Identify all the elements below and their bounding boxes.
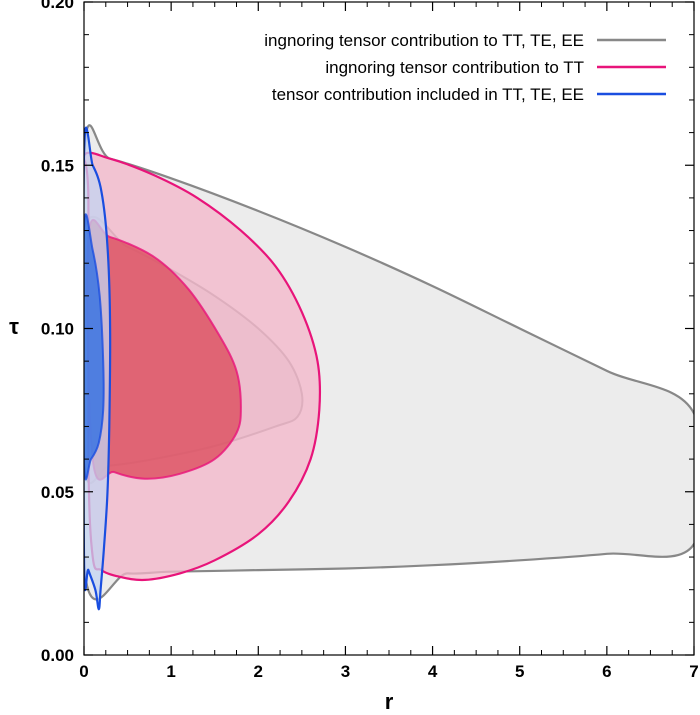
y-axis-label: τ <box>9 314 19 339</box>
x-tick-label-3: 3 <box>341 662 350 681</box>
y-tick-label-0.05: 0.05 <box>41 483 74 502</box>
y-tick-label-0.20: 0.20 <box>41 0 74 12</box>
x-tick-label-1: 1 <box>166 662 175 681</box>
contour-68-series-3 <box>84 213 105 481</box>
y-tick-label-0.15: 0.15 <box>41 156 74 175</box>
legend-label-3: tensor contribution included in TT, TE, … <box>272 85 584 104</box>
y-tick-label-0.10: 0.10 <box>41 320 74 339</box>
y-tick-label-0.00: 0.00 <box>41 646 74 665</box>
x-tick-label-0: 0 <box>79 662 88 681</box>
axis-ticks <box>83 1 695 656</box>
x-tick-label-6: 6 <box>602 662 611 681</box>
x-tick-label-7: 7 <box>689 662 698 681</box>
x-tick-label-5: 5 <box>515 662 524 681</box>
x-axis-label: r <box>385 689 394 714</box>
legend: ingnoring tensor contribution to TT, TE,… <box>264 31 666 104</box>
series-3-tensor-contribution-included-in-tt-te-ee <box>84 126 112 611</box>
x-tick-label-4: 4 <box>428 662 438 681</box>
contours-layer <box>84 124 694 611</box>
legend-label-2: ingnoring tensor contribution to TT <box>325 58 584 77</box>
series-2-ingnoring-tensor-contribution-to-tt <box>84 151 322 582</box>
tick-labels: 0 1 2 3 4 5 6 7 0.00 0.05 0.10 0.15 0.20 <box>41 0 699 681</box>
legend-label-1: ingnoring tensor contribution to TT, TE,… <box>264 31 584 50</box>
x-tick-label-2: 2 <box>254 662 263 681</box>
